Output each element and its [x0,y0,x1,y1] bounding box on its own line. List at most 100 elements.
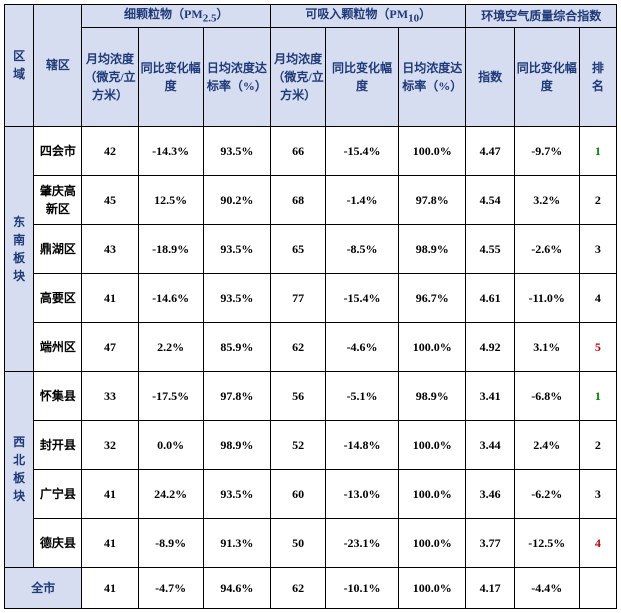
cell-aqi_index: 3.46 [466,469,514,518]
col-pm25-yoy: 同比变化幅度 [138,27,203,126]
cell-aqi_index: 3.41 [466,371,514,420]
cell-pm25_conc: 43 [82,224,138,273]
col-pm25-conc: 月均浓度（微克/立方米） [82,27,138,126]
cell-pm25_yoy: -14.6% [138,273,203,322]
cell-pm25_rate: 91.3% [203,518,270,567]
cell-pm10_rate: 100.0% [399,469,466,518]
cell-pm10_conc: 56 [271,371,326,420]
col-pm10-rate: 日均浓度达标率（%） [399,27,466,126]
cell-pm10_conc: 62 [271,322,326,371]
total-pm10_rate: 100.0% [399,567,466,608]
cell-pm25_rate: 93.5% [203,224,270,273]
cell-rank: 2 [579,420,616,469]
cell-pm25_conc: 42 [82,126,138,175]
cell-rank: 4 [579,518,616,567]
cell-rank: 4 [579,273,616,322]
group-pm25: 细颗粒物（PM2.5） [82,5,271,28]
cell-pm10_rate: 98.9% [399,371,466,420]
cell-pm10_yoy: -14.8% [326,420,399,469]
cell-aqi_index: 4.61 [466,273,514,322]
cell-pm25_yoy: 12.5% [138,175,203,224]
group-aqi: 环境空气质量综合指数 [466,5,617,28]
cell-pm25_rate: 90.2% [203,175,270,224]
cell-aqi_index: 3.77 [466,518,514,567]
cell-pm25_yoy: 2.2% [138,322,203,371]
cell-aqi_index: 4.55 [466,224,514,273]
group-pm10: 可吸入颗粒物（PM10） [271,5,466,28]
district-name: 怀集县 [34,371,82,420]
cell-pm10_rate: 100.0% [399,420,466,469]
cell-pm25_yoy: 0.0% [138,420,203,469]
region-name: 东南板块 [5,126,34,371]
cell-pm25_conc: 33 [82,371,138,420]
cell-pm25_rate: 98.9% [203,420,270,469]
district-name: 四会市 [34,126,82,175]
cell-rank: 3 [579,224,616,273]
cell-pm10_yoy: -23.1% [326,518,399,567]
cell-pm25_conc: 47 [82,322,138,371]
cell-pm10_yoy: -8.5% [326,224,399,273]
total-pm25_conc: 41 [82,567,138,608]
total-pm10_conc: 62 [271,567,326,608]
cell-pm25_conc: 41 [82,469,138,518]
total-rank [579,567,616,608]
cell-pm10_conc: 65 [271,224,326,273]
cell-pm25_rate: 93.5% [203,469,270,518]
cell-pm10_conc: 50 [271,518,326,567]
cell-pm10_rate: 96.7% [399,273,466,322]
cell-pm10_yoy: -1.4% [326,175,399,224]
cell-rank: 1 [579,126,616,175]
cell-aqi_yoy: -6.2% [514,469,579,518]
cell-aqi_index: 4.92 [466,322,514,371]
district-name: 鼎湖区 [34,224,82,273]
col-aqi-yoy: 同比变化幅度 [514,27,579,126]
cell-aqi_yoy: -2.6% [514,224,579,273]
cell-aqi_yoy: 3.1% [514,322,579,371]
cell-pm25_rate: 97.8% [203,371,270,420]
col-district: 辖区 [34,5,82,127]
cell-pm10_rate: 100.0% [399,518,466,567]
col-pm10-yoy: 同比变化幅度 [326,27,399,126]
cell-pm25_conc: 45 [82,175,138,224]
cell-aqi_index: 4.54 [466,175,514,224]
cell-pm25_conc: 41 [82,273,138,322]
total-pm10_yoy: -10.1% [326,567,399,608]
cell-pm10_rate: 97.8% [399,175,466,224]
cell-aqi_yoy: -9.7% [514,126,579,175]
col-pm25-rate: 日均浓度达标率（%） [203,27,270,126]
cell-pm10_yoy: -5.1% [326,371,399,420]
cell-rank: 3 [579,469,616,518]
cell-pm25_conc: 41 [82,518,138,567]
total-aqi_yoy: -4.4% [514,567,579,608]
col-pm10-conc: 月均浓度（微克/立方米） [271,27,326,126]
cell-pm25_yoy: -17.5% [138,371,203,420]
col-aqi-index: 指数 [466,27,514,126]
cell-pm10_yoy: -4.6% [326,322,399,371]
cell-pm10_conc: 77 [271,273,326,322]
total-pm25_rate: 94.6% [203,567,270,608]
cell-pm10_rate: 98.9% [399,224,466,273]
district-name: 德庆县 [34,518,82,567]
district-name: 广宁县 [34,469,82,518]
cell-pm25_yoy: -8.9% [138,518,203,567]
cell-aqi_yoy: 3.2% [514,175,579,224]
cell-pm10_conc: 66 [271,126,326,175]
cell-aqi_index: 3.44 [466,420,514,469]
cell-pm25_rate: 85.9% [203,322,270,371]
total-pm25_yoy: -4.7% [138,567,203,608]
district-name: 高要区 [34,273,82,322]
cell-aqi_index: 4.47 [466,126,514,175]
cell-aqi_yoy: -6.8% [514,371,579,420]
district-name: 肇庆高新区 [34,175,82,224]
cell-aqi_yoy: -11.0% [514,273,579,322]
cell-rank: 5 [579,322,616,371]
cell-aqi_yoy: -12.5% [514,518,579,567]
district-name: 端州区 [34,322,82,371]
cell-pm10_conc: 52 [271,420,326,469]
cell-pm25_yoy: -14.3% [138,126,203,175]
cell-pm25_conc: 32 [82,420,138,469]
cell-pm10_conc: 60 [271,469,326,518]
cell-pm25_yoy: -18.9% [138,224,203,273]
district-name: 封开县 [34,420,82,469]
cell-pm10_yoy: -15.4% [326,273,399,322]
